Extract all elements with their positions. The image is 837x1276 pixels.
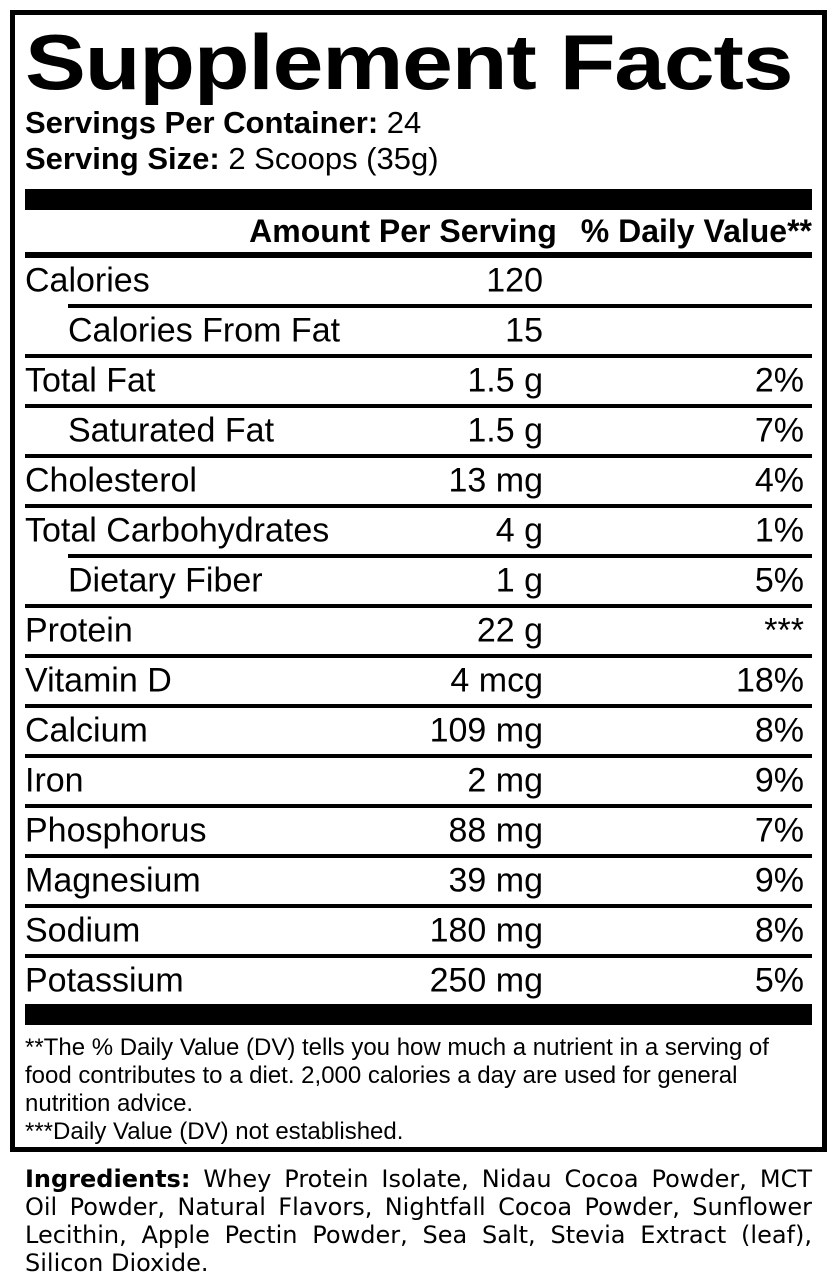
amount-per-serving-header: Amount Per Serving — [249, 212, 557, 249]
nutrient-name: Cholesterol — [25, 461, 197, 500]
row-separator — [25, 954, 812, 958]
nutrient-amount: 180 mg — [429, 911, 543, 950]
nutrient-daily-value: 8% — [754, 911, 804, 950]
nutrient-daily-value: 9% — [754, 761, 804, 800]
nutrient-daily-value: 5% — [754, 561, 804, 600]
nutrient-name: Dietary Fiber — [68, 561, 263, 600]
table-row: Calories 120 — [25, 258, 812, 304]
nutrient-rows: Calories 120 Calories From Fat 15 Total … — [25, 258, 812, 1004]
dv-not-established-footnote: ***Daily Value (DV) not established. — [25, 1118, 404, 1145]
table-row: Protein 22 g *** — [25, 608, 812, 654]
row-separator — [25, 654, 812, 658]
nutrient-daily-value: 2% — [754, 361, 804, 400]
nutrient-amount: 1.5 g — [467, 361, 543, 400]
nutrient-daily-value: 4% — [754, 461, 804, 500]
nutrient-name: Calories From Fat — [68, 311, 341, 350]
servings-per-container-line: Servings Per Container: 24 — [25, 105, 812, 141]
table-row: Magnesium 39 mg 9% — [25, 858, 812, 904]
table-row: Dietary Fiber 1 g 5% — [25, 558, 812, 604]
row-separator — [25, 704, 812, 708]
row-separator — [25, 854, 812, 858]
nutrient-amount: 4 g — [495, 511, 543, 550]
row-separator — [25, 454, 812, 458]
table-row: Total Fat 1.5 g 2% — [25, 358, 812, 404]
nutrient-name: Potassium — [25, 961, 184, 1000]
table-row: Cholesterol 13 mg 4% — [25, 458, 812, 504]
serving-size-line: Serving Size: 2 Scoops (35g) — [25, 141, 812, 177]
nutrient-amount: 22 g — [476, 611, 543, 650]
top-divider-bar — [25, 189, 812, 210]
table-row: Total Carbohydrates 4 g 1% — [25, 508, 812, 554]
supplement-facts-panel: Supplement Facts Servings Per Container:… — [10, 10, 827, 1152]
ingredients-list: Whey Protein Isolate, Nidau Cocoa Powder… — [25, 1165, 812, 1276]
ingredients-label: Ingredients: — [25, 1165, 191, 1193]
nutrient-amount: 15 — [505, 311, 543, 350]
footnotes: **The % Daily Value (DV) tells you how m… — [25, 1034, 812, 1146]
nutrient-daily-value: *** — [764, 611, 804, 650]
row-separator — [25, 604, 812, 608]
nutrient-amount: 1 g — [495, 561, 543, 600]
table-row: Saturated Fat 1.5 g 7% — [25, 408, 812, 454]
servings-per-container-value: 24 — [386, 105, 422, 140]
daily-value-header: % Daily Value** — [580, 212, 812, 249]
serving-size-label: Serving Size: — [25, 141, 220, 176]
row-separator — [25, 904, 812, 908]
nutrient-daily-value: 8% — [754, 711, 804, 750]
row-separator — [25, 404, 812, 408]
nutrient-name: Calcium — [25, 711, 148, 750]
nutrient-name: Vitamin D — [25, 661, 172, 700]
table-row: Sodium 180 mg 8% — [25, 908, 812, 954]
nutrient-amount: 109 mg — [429, 711, 543, 750]
nutrient-daily-value: 1% — [754, 511, 804, 550]
nutrient-daily-value: 9% — [754, 861, 804, 900]
table-row: Vitamin D 4 mcg 18% — [25, 658, 812, 704]
table-row: Phosphorus 88 mg 7% — [25, 808, 812, 854]
table-header-row: Amount Per Serving % Daily Value** — [25, 210, 812, 258]
nutrient-daily-value: 7% — [754, 811, 804, 850]
ingredients-section: Ingredients: Whey Protein Isolate, Nidau… — [10, 1165, 827, 1276]
nutrient-name: Magnesium — [25, 861, 201, 900]
nutrient-amount: 39 mg — [448, 861, 544, 900]
serving-size-value: 2 Scoops (35g) — [228, 141, 439, 176]
row-separator — [25, 504, 812, 508]
nutrient-name: Total Carbohydrates — [25, 511, 330, 550]
row-separator — [68, 304, 812, 308]
row-separator — [68, 554, 812, 558]
row-separator — [25, 754, 812, 758]
table-row: Iron 2 mg 9% — [25, 758, 812, 804]
nutrient-name: Total Fat — [25, 361, 156, 400]
panel-title: Supplement Facts — [25, 18, 793, 106]
nutrient-amount: 1.5 g — [467, 411, 543, 450]
nutrient-amount: 88 mg — [448, 811, 544, 850]
nutrient-name: Saturated Fat — [68, 411, 275, 450]
nutrient-amount: 4 mcg — [450, 661, 543, 700]
nutrient-name: Protein — [25, 611, 133, 650]
row-separator — [25, 804, 812, 808]
nutrient-amount: 250 mg — [429, 961, 543, 1000]
nutrient-daily-value: 7% — [754, 411, 804, 450]
nutrient-daily-value: 5% — [754, 961, 804, 1000]
ingredients-paragraph: Ingredients: Whey Protein Isolate, Nidau… — [25, 1165, 812, 1276]
nutrient-amount: 2 mg — [467, 761, 543, 800]
table-row: Calcium 109 mg 8% — [25, 708, 812, 754]
nutrient-name: Sodium — [25, 911, 141, 950]
row-separator — [25, 354, 812, 358]
nutrient-name: Iron — [25, 761, 84, 800]
nutrient-amount: 13 mg — [448, 461, 544, 500]
nutrient-amount: 120 — [486, 261, 543, 300]
table-row: Calories From Fat 15 — [25, 308, 812, 354]
servings-per-container-label: Servings Per Container: — [25, 105, 379, 140]
daily-value-footnote: **The % Daily Value (DV) tells you how m… — [25, 1034, 769, 1117]
bottom-divider-bar — [25, 1004, 812, 1025]
nutrient-name: Calories — [25, 261, 150, 300]
nutrient-name: Phosphorus — [25, 811, 207, 850]
nutrient-daily-value: 18% — [735, 661, 804, 700]
table-row: Potassium 250 mg 5% — [25, 958, 812, 1004]
